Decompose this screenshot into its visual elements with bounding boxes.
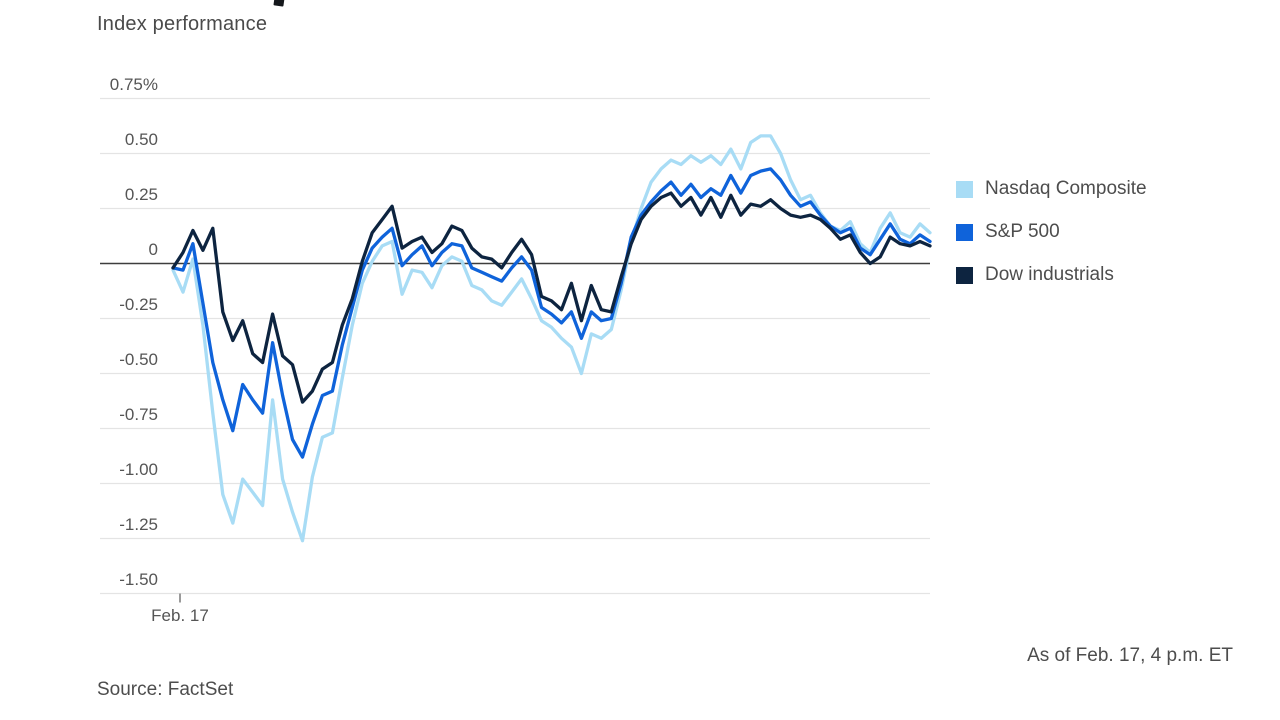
legend-swatch-icon (956, 180, 973, 198)
legend-label: Nasdaq Composite (985, 178, 1147, 199)
y-axis-tick-label: -1.25 (119, 514, 158, 534)
legend-row: Dow industrials (956, 262, 1147, 288)
legend-label: S&P 500 (985, 221, 1060, 242)
legend-swatch-icon (956, 266, 973, 284)
y-axis-tick-label: 0.50 (124, 129, 158, 149)
chart-legend: Nasdaq Composite S&P 500 Dow industrials (956, 176, 1147, 305)
series-line-s-p-500 (171, 167, 932, 459)
series-line-dow-industrials (171, 191, 932, 404)
y-axis-tick-label: 0 (148, 239, 158, 259)
legend-swatch-icon (956, 223, 973, 241)
chart-subtitle: Index performance (97, 13, 268, 35)
y-axis-tick-label: -0.50 (119, 349, 158, 369)
legend-row: Nasdaq Composite (956, 176, 1147, 202)
legend-row: S&P 500 (956, 219, 1147, 245)
series-line-nasdaq-composite (171, 134, 932, 543)
legend-label: Dow industrials (985, 264, 1114, 285)
as-of-note: As of Feb. 17, 4 p.m. ET (1027, 645, 1233, 666)
y-axis-tick-label: -0.75 (119, 404, 158, 424)
source-note: Source: FactSet (97, 679, 234, 700)
y-axis-tick-label: -0.25 (119, 294, 158, 314)
y-axis-tick-label: 0.25 (124, 184, 158, 204)
y-axis-tick-label: 0.75% (109, 74, 158, 94)
x-axis-tick-label: Feb. 17 (151, 606, 209, 625)
y-axis-tick-label: -1.50 (119, 569, 158, 589)
y-axis-tick-label: -1.00 (119, 459, 158, 479)
